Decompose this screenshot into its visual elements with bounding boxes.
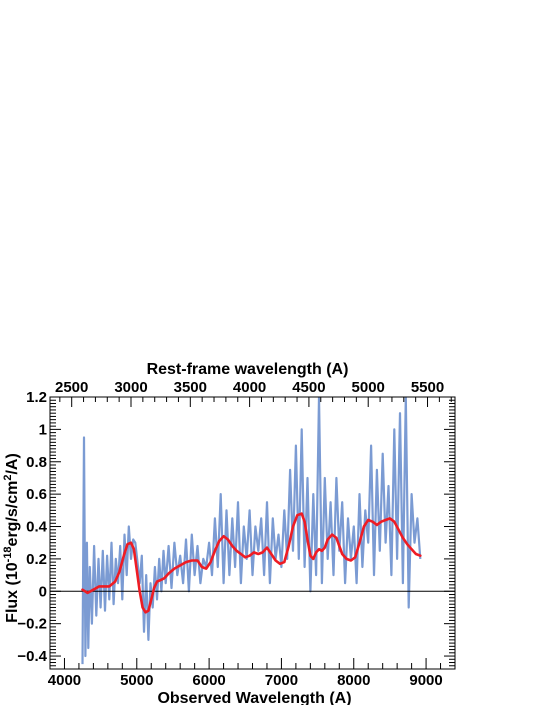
y-tick-label: 0.2 xyxy=(26,551,47,568)
axes: 4000 5000 6000 7000 8000 9000 2500 3000 3500 4000… xyxy=(17,379,456,689)
y-tick-label: 0.8 xyxy=(26,454,47,471)
top-tick-label: 2500 xyxy=(55,379,88,396)
series-group xyxy=(50,397,455,665)
y-axis-title-prefix: Flux (10 xyxy=(4,562,21,623)
top-tick-label: 4000 xyxy=(233,379,266,396)
top-tick-label: 5500 xyxy=(411,379,444,396)
top-tick-label: 3000 xyxy=(114,379,147,396)
y-tick-label: 1 xyxy=(39,421,47,438)
y-tick-label: 1.2 xyxy=(26,389,47,406)
y-axis-title-end: /A) xyxy=(4,453,21,474)
x-tick-label: 5000 xyxy=(120,672,153,689)
y-tick-label: 0.4 xyxy=(26,519,48,536)
observed-spectrum-line xyxy=(81,397,422,665)
top-tick-label: 5000 xyxy=(352,379,385,396)
smoothed-spectrum-line xyxy=(81,512,422,614)
y-tick-label: 0.6 xyxy=(26,486,47,503)
y-axis-title-exponent: -18 xyxy=(2,546,14,562)
top-tick-label: 3500 xyxy=(174,379,207,396)
x-tick-label: 7000 xyxy=(265,672,298,689)
x-tick-label: 8000 xyxy=(337,672,370,689)
plot-area xyxy=(50,397,455,665)
y-tick-label: −0.2 xyxy=(17,616,47,633)
top-tick-label: 4500 xyxy=(292,379,325,396)
x-tick-label: 9000 xyxy=(409,672,442,689)
x-tick-label: 4000 xyxy=(48,672,81,689)
x-axis-title: Observed Wavelength (A) xyxy=(157,690,351,705)
y-axis-title-units: erg/s/cm xyxy=(4,481,21,547)
x-tick-label: 6000 xyxy=(192,672,225,689)
y-tick-label: 0 xyxy=(39,583,47,600)
y-axis-title-square: 2 xyxy=(2,475,14,481)
y-tick-label: −0.4 xyxy=(17,648,47,665)
top-axis-title: Rest-frame wavelength (A) xyxy=(147,361,349,378)
y-axis-title: Flux (10-18erg/s/cm2/A) xyxy=(2,453,21,623)
